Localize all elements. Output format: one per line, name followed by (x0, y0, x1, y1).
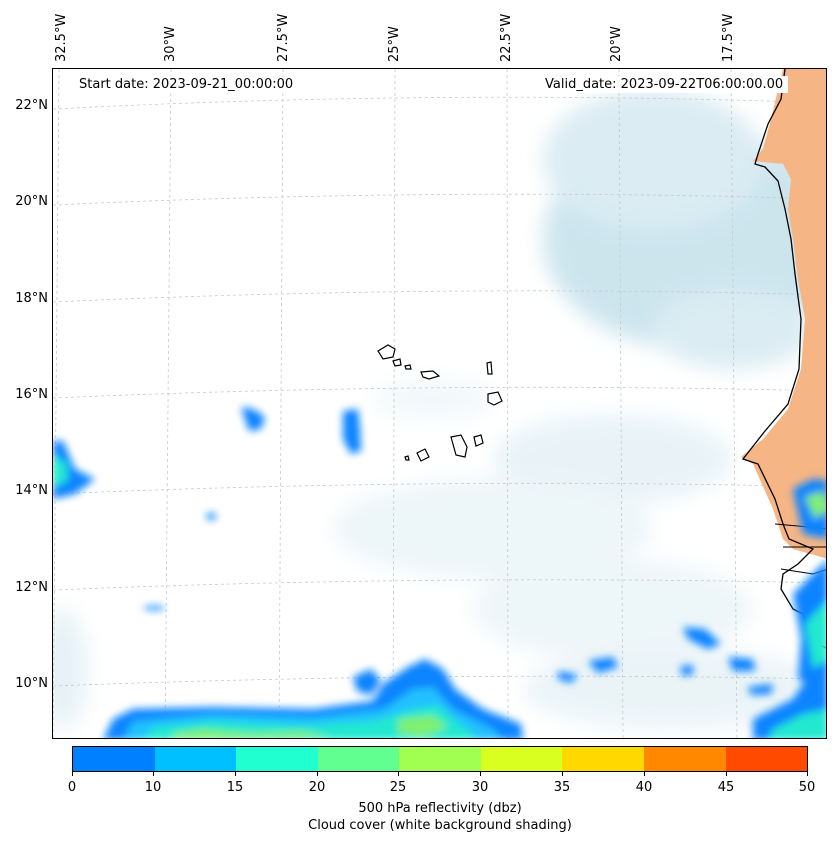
colorbar-tick (562, 772, 563, 776)
colorbar-label-20: 20 (308, 780, 326, 795)
colorbar-tick (480, 772, 481, 776)
colorbar-swatch-8 (725, 747, 808, 771)
colorbar-label-50: 50 (798, 780, 816, 795)
colorbar-label-45: 45 (717, 780, 735, 795)
lat-label-20n: 20°N (15, 194, 48, 209)
graticule (53, 69, 826, 738)
lon-label-17-5w: 17.5°W (721, 13, 736, 62)
colorbar-tick (317, 772, 318, 776)
africa-land (741, 69, 826, 559)
colorbar-swatch-2 (236, 747, 318, 771)
lat-label-10n: 10°N (15, 676, 48, 691)
cloud-cover-layer (53, 89, 826, 729)
colorbar-tick (807, 772, 808, 776)
colorbar-tick (72, 772, 73, 776)
colorbar-tick (398, 772, 399, 776)
colorbar-label-30: 30 (471, 780, 489, 795)
lat-label-18n: 18°N (15, 291, 48, 306)
colorbar-tick (235, 772, 236, 776)
map-canvas[interactable] (52, 68, 827, 739)
colorbar-label-0: 0 (67, 780, 77, 795)
colorbar-swatch-5 (480, 747, 563, 771)
lon-label-30w: 30°W (163, 26, 178, 62)
lon-label-20w: 20°W (609, 26, 624, 62)
colorbar-label-10: 10 (144, 780, 162, 795)
colorbar-subtitle: Cloud cover (white background shading) (308, 818, 572, 833)
colorbar-swatch-4 (399, 747, 481, 771)
lon-label-27-5w: 27.5°W (276, 13, 291, 62)
colorbar-swatch-3 (317, 747, 400, 771)
colorbar-label-35: 35 (553, 780, 571, 795)
lat-label-16n: 16°N (15, 387, 48, 402)
colorbar-swatch-7 (643, 747, 726, 771)
lon-label-22-5w: 22.5°W (499, 13, 514, 62)
valid-date-label: Valid_date: 2023-09-22T06:00:00.00 (540, 76, 789, 93)
lat-label-14n: 14°N (15, 483, 48, 498)
colorbar (72, 746, 808, 772)
colorbar-swatch-0 (73, 747, 155, 771)
lat-label-22n: 22°N (15, 98, 48, 113)
colorbar-swatch-1 (154, 747, 237, 771)
colorbar-label-40: 40 (635, 780, 653, 795)
map-svg (53, 69, 826, 738)
colorbar-swatch-6 (562, 747, 644, 771)
coastline (741, 69, 826, 649)
reflectivity-layer (53, 407, 826, 738)
colorbar-tick (153, 772, 154, 776)
colorbar-tick (644, 772, 645, 776)
colorbar-title: 500 hPa reflectivity (dbz) (358, 801, 522, 816)
colorbar-label-25: 25 (389, 780, 407, 795)
colorbar-tick (726, 772, 727, 776)
lon-label-25w: 25°W (387, 26, 402, 62)
cape-verde-islands (377, 344, 503, 462)
colorbar-label-15: 15 (226, 780, 244, 795)
start-date-label: Start date: 2023-09-21_00:00:00 (74, 76, 299, 93)
lat-label-12n: 12°N (15, 580, 48, 595)
lon-label-32-5w: 32.5°W (54, 13, 69, 62)
